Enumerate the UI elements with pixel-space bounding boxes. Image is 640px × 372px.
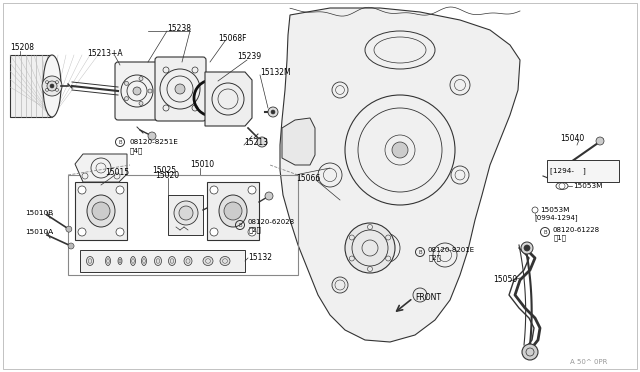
Circle shape — [248, 228, 256, 236]
Text: 〈2〉: 〈2〉 — [249, 227, 262, 233]
Text: 15020: 15020 — [155, 170, 179, 180]
Circle shape — [139, 77, 143, 81]
Circle shape — [42, 76, 62, 96]
Text: 15053M: 15053M — [573, 183, 602, 189]
Ellipse shape — [131, 257, 136, 266]
Circle shape — [524, 245, 530, 251]
Bar — [207, 182, 259, 240]
Circle shape — [268, 107, 278, 117]
Bar — [10, 55, 52, 117]
Ellipse shape — [220, 257, 230, 266]
Circle shape — [209, 201, 217, 209]
Text: 15010A: 15010A — [25, 229, 53, 235]
Text: 〈2〉: 〈2〉 — [429, 255, 442, 261]
Text: [1294-    ]: [1294- ] — [550, 168, 586, 174]
Text: 15025: 15025 — [152, 166, 176, 174]
Circle shape — [68, 243, 74, 249]
Circle shape — [179, 206, 193, 220]
Circle shape — [50, 84, 54, 88]
Polygon shape — [205, 72, 252, 126]
Text: 08120-8251E: 08120-8251E — [130, 139, 179, 145]
Circle shape — [521, 242, 533, 254]
Text: [0994-1294]: [0994-1294] — [534, 215, 578, 221]
Ellipse shape — [168, 257, 175, 266]
Circle shape — [345, 223, 395, 273]
Circle shape — [125, 97, 129, 101]
Text: 15213+A: 15213+A — [87, 48, 123, 58]
Text: 15132: 15132 — [248, 253, 272, 263]
Circle shape — [224, 202, 242, 220]
Polygon shape — [280, 8, 520, 342]
Ellipse shape — [106, 257, 111, 266]
FancyBboxPatch shape — [115, 62, 159, 120]
Bar — [80, 250, 245, 272]
Circle shape — [148, 89, 152, 93]
Circle shape — [92, 202, 110, 220]
Text: B: B — [238, 222, 242, 228]
Bar — [68, 175, 298, 275]
Text: 15213: 15213 — [244, 138, 268, 147]
Circle shape — [139, 101, 143, 105]
Ellipse shape — [141, 257, 147, 266]
Ellipse shape — [43, 55, 61, 117]
Text: B: B — [543, 230, 547, 234]
Text: 15208: 15208 — [10, 42, 34, 51]
Text: （4）: （4） — [130, 148, 143, 154]
Text: 15239: 15239 — [237, 51, 261, 61]
Text: 15238: 15238 — [167, 23, 191, 32]
Ellipse shape — [154, 257, 161, 266]
Circle shape — [210, 186, 218, 194]
Text: 15068F: 15068F — [218, 33, 246, 42]
FancyBboxPatch shape — [155, 57, 206, 121]
Ellipse shape — [86, 257, 93, 266]
Circle shape — [116, 228, 124, 236]
Text: 15053M: 15053M — [540, 207, 570, 213]
Circle shape — [148, 132, 156, 140]
Ellipse shape — [219, 195, 247, 227]
Text: 15010B: 15010B — [25, 210, 53, 216]
Ellipse shape — [184, 257, 192, 266]
Circle shape — [66, 226, 72, 232]
Circle shape — [116, 186, 124, 194]
Text: 15066: 15066 — [296, 173, 320, 183]
Circle shape — [78, 228, 86, 236]
Ellipse shape — [87, 195, 115, 227]
Circle shape — [257, 137, 267, 147]
Bar — [547, 160, 619, 182]
Polygon shape — [75, 154, 127, 182]
Circle shape — [413, 288, 427, 302]
Circle shape — [522, 344, 538, 360]
Text: 〈1〉: 〈1〉 — [554, 235, 567, 241]
Text: 08120-62028: 08120-62028 — [248, 219, 295, 225]
Circle shape — [174, 201, 198, 225]
Text: 08120-61228: 08120-61228 — [553, 227, 600, 233]
Circle shape — [47, 81, 57, 91]
Circle shape — [271, 110, 275, 114]
Circle shape — [392, 142, 408, 158]
Ellipse shape — [118, 257, 122, 264]
Circle shape — [210, 228, 218, 236]
Bar — [75, 182, 127, 240]
Circle shape — [596, 137, 604, 145]
Circle shape — [175, 84, 185, 94]
Text: 15040: 15040 — [560, 134, 584, 142]
Circle shape — [248, 186, 256, 194]
Text: B: B — [118, 140, 122, 144]
Text: 15015: 15015 — [105, 167, 129, 176]
Text: 15050: 15050 — [493, 276, 517, 285]
Ellipse shape — [203, 257, 213, 266]
Text: 15010: 15010 — [190, 160, 214, 169]
Circle shape — [125, 81, 129, 85]
Text: 15132M: 15132M — [260, 67, 291, 77]
Text: A 50^ 0PR: A 50^ 0PR — [570, 359, 607, 365]
Text: 08120-8201E: 08120-8201E — [428, 247, 475, 253]
Circle shape — [265, 192, 273, 200]
Circle shape — [78, 186, 86, 194]
Circle shape — [133, 87, 141, 95]
Text: B: B — [418, 250, 422, 254]
Circle shape — [332, 277, 348, 293]
Polygon shape — [282, 118, 315, 165]
Bar — [168, 195, 203, 235]
Text: FRONT: FRONT — [415, 292, 441, 301]
